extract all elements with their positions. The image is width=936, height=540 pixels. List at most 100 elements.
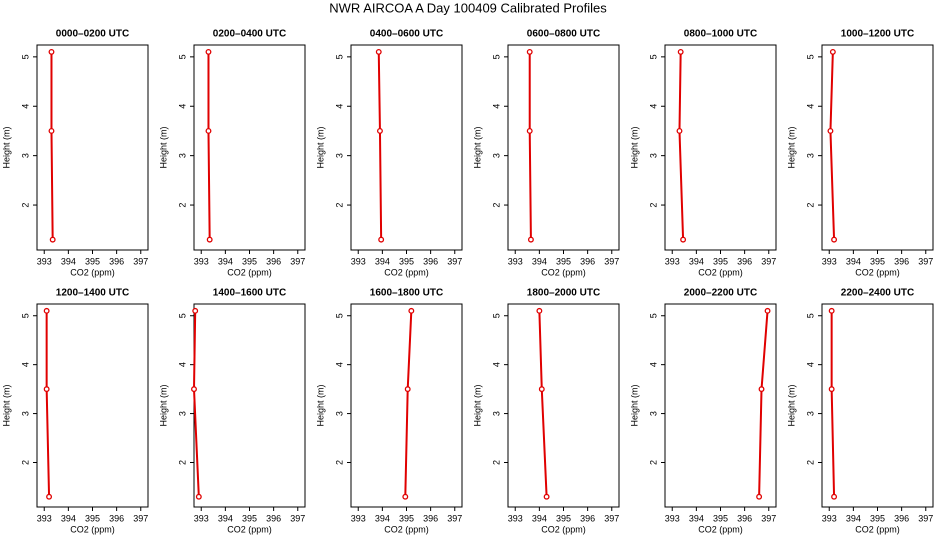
- x-axis-label: CO2 (ppm): [698, 524, 743, 534]
- profile-point: [191, 386, 197, 393]
- x-tick-label: 397: [447, 256, 462, 266]
- y-tick-label: 2: [805, 460, 815, 465]
- profile-line: [830, 310, 836, 497]
- y-tick-label: 5: [805, 313, 815, 318]
- profile-point: [677, 48, 684, 55]
- profile-point: [46, 493, 53, 500]
- x-tick-label: 397: [918, 513, 933, 523]
- y-tick-label: 2: [334, 203, 344, 208]
- x-tick-label: 397: [604, 513, 619, 523]
- figure-title: NWR AIRCOA A Day 100409 Calibrated Profi…: [329, 0, 607, 15]
- profile-point: [43, 307, 50, 314]
- x-tick-label: 393: [822, 256, 837, 266]
- panel-title: 1600–1800 UTC: [370, 288, 443, 299]
- x-tick-label: 397: [447, 513, 462, 523]
- y-axis-label: Height (m): [1, 126, 11, 168]
- panel-title: 2000–2200 UTC: [684, 288, 757, 299]
- plot-frame: [507, 303, 620, 508]
- x-tick-label: 395: [399, 256, 414, 266]
- y-axis-label: Height (m): [786, 384, 796, 426]
- x-tick-label: 393: [37, 513, 52, 523]
- x-tick-label: 394: [846, 513, 861, 523]
- x-tick-label: 396: [266, 513, 281, 523]
- x-tick-label: 393: [508, 256, 523, 266]
- x-tick-label: 397: [133, 256, 148, 266]
- panel-title: 0000–0200 UTC: [56, 29, 129, 40]
- panel-title: 0200–0400 UTC: [213, 29, 286, 40]
- y-tick-label: 3: [20, 411, 30, 416]
- y-axis-label: Height (m): [315, 126, 325, 168]
- x-tick-label: 393: [665, 256, 680, 266]
- profile-point: [831, 236, 838, 243]
- x-tick-label: 394: [375, 256, 390, 266]
- profile-point: [527, 236, 534, 243]
- x-tick-label: 394: [689, 256, 704, 266]
- y-tick-label: 5: [648, 313, 658, 318]
- x-tick-label: 397: [761, 513, 776, 523]
- x-tick-label: 397: [918, 256, 933, 266]
- y-tick-label: 4: [648, 362, 658, 367]
- profile-line: [538, 310, 548, 497]
- y-axis-label: Height (m): [315, 384, 325, 426]
- y-tick-label: 3: [805, 411, 815, 416]
- x-tick-label: 393: [351, 513, 366, 523]
- y-tick-label: 4: [20, 362, 30, 367]
- x-axis-label: CO2 (ppm): [541, 267, 586, 277]
- profile-point: [526, 128, 533, 134]
- profile-line: [678, 51, 685, 240]
- y-tick-label: 2: [177, 203, 187, 208]
- plot-frame: [821, 303, 934, 508]
- x-tick-label: 396: [737, 513, 752, 523]
- profile-point: [676, 128, 683, 134]
- panel-title: 0800–1000 UTC: [684, 29, 757, 40]
- profile-point: [48, 128, 55, 134]
- y-tick-label: 5: [334, 54, 344, 59]
- y-axis-label: Height (m): [158, 126, 168, 168]
- profile-line: [192, 310, 200, 497]
- y-axis-label: Height (m): [472, 384, 482, 426]
- x-tick-label: 397: [761, 256, 776, 266]
- y-tick-label: 2: [20, 460, 30, 465]
- y-tick-label: 3: [491, 411, 501, 416]
- y-tick-label: 5: [20, 54, 30, 59]
- y-tick-label: 4: [177, 104, 187, 109]
- y-tick-label: 4: [20, 104, 30, 109]
- x-tick-label: 393: [37, 256, 52, 266]
- y-tick-label: 5: [491, 54, 501, 59]
- x-tick-label: 394: [61, 513, 76, 523]
- y-tick-label: 2: [491, 203, 501, 208]
- x-tick-label: 396: [109, 256, 124, 266]
- x-tick-label: 396: [580, 513, 595, 523]
- profile-point: [49, 236, 56, 243]
- x-axis-label: CO2 (ppm): [855, 524, 900, 534]
- x-tick-label: 395: [556, 256, 571, 266]
- y-axis-label: Height (m): [786, 126, 796, 168]
- panel-title: 1200–1400 UTC: [56, 288, 129, 299]
- plot-frame: [36, 303, 149, 508]
- profile-line: [829, 51, 836, 240]
- plot-frame: [193, 303, 306, 508]
- profile-line: [528, 51, 532, 240]
- x-axis-label: CO2 (ppm): [698, 267, 743, 277]
- x-tick-label: 396: [266, 256, 281, 266]
- y-tick-label: 2: [648, 203, 658, 208]
- y-tick-label: 2: [177, 460, 187, 465]
- x-axis-label: CO2 (ppm): [384, 267, 429, 277]
- profile-point: [205, 128, 212, 134]
- x-tick-label: 395: [242, 256, 257, 266]
- y-tick-label: 5: [20, 313, 30, 318]
- y-tick-label: 3: [177, 153, 187, 158]
- x-axis-label: CO2 (ppm): [384, 524, 429, 534]
- x-tick-label: 397: [604, 256, 619, 266]
- y-tick-label: 4: [648, 104, 658, 109]
- y-tick-label: 4: [334, 104, 344, 109]
- y-tick-label: 3: [334, 153, 344, 158]
- y-tick-label: 3: [805, 153, 815, 158]
- y-axis-label: Height (m): [629, 126, 639, 168]
- profile-point: [680, 236, 687, 243]
- y-tick-label: 3: [648, 411, 658, 416]
- profile-point: [756, 493, 763, 500]
- y-tick-label: 4: [177, 362, 187, 367]
- profile-point: [408, 307, 415, 314]
